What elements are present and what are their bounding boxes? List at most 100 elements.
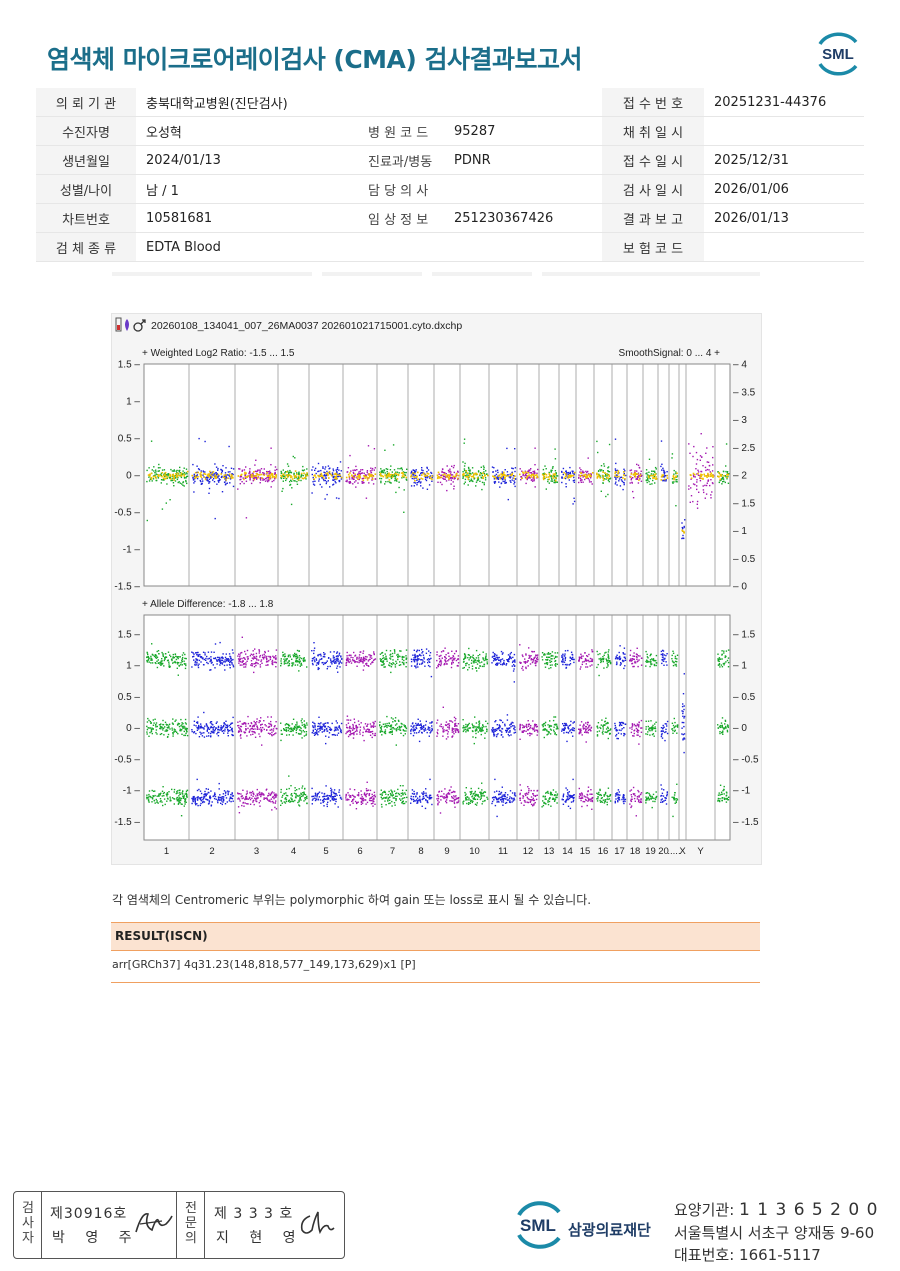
log2-point (158, 463, 160, 466)
smooth-signal-point (357, 478, 359, 480)
allele-point (314, 797, 316, 799)
log2-point (326, 470, 328, 473)
smooth-signal-point (200, 476, 203, 478)
allele-point (473, 662, 475, 664)
log2-point (180, 476, 183, 479)
allele-point (295, 795, 297, 797)
log2-point (624, 470, 626, 472)
allele-point (149, 795, 152, 798)
allele-point (390, 724, 392, 727)
smooth-signal-point (584, 473, 587, 476)
allele-point (182, 796, 185, 799)
allele-point (429, 727, 431, 729)
allele-point (199, 655, 201, 658)
log2-point (480, 476, 482, 479)
allele-point (244, 650, 246, 653)
log2-point (483, 482, 485, 484)
smooth-signal-point (431, 475, 433, 477)
log2-point (645, 479, 647, 482)
smooth-signal-point (271, 476, 274, 479)
allele-point (364, 794, 367, 797)
allele-point (394, 666, 397, 668)
allele-point (267, 794, 270, 797)
allele-point (251, 663, 253, 665)
allele-point (303, 657, 305, 660)
log2-point (185, 480, 187, 483)
log2-point (218, 478, 220, 480)
allele-point (442, 796, 444, 798)
allele-point (237, 731, 240, 733)
smooth-signal-point (718, 471, 720, 474)
allele-point (199, 727, 201, 729)
allele-point (388, 802, 390, 805)
allele-point (323, 723, 325, 725)
smooth-signal-point (267, 475, 269, 477)
allele-point (220, 802, 222, 804)
log2-point (696, 485, 698, 487)
smooth-signal-point (426, 475, 429, 477)
log2-point (413, 481, 415, 484)
log2-point (482, 465, 485, 467)
log2-point (438, 473, 440, 475)
allele-point (313, 649, 315, 652)
allele-point (241, 657, 243, 660)
log2-point (580, 481, 582, 483)
smooth-signal-point (569, 476, 572, 478)
allele-point (453, 716, 456, 719)
allele-point (372, 799, 374, 801)
log2-point (162, 479, 164, 481)
log2-point (596, 440, 598, 443)
allele-point (436, 794, 439, 796)
log2-point (634, 475, 636, 478)
smooth-signal-point (440, 476, 443, 479)
log2-point (207, 480, 210, 482)
allele-point (436, 798, 438, 800)
allele-point (293, 655, 295, 658)
smooth-signal-point (417, 478, 419, 480)
allele-point (239, 729, 241, 731)
allele-point (326, 794, 329, 797)
allele-point (412, 726, 415, 728)
allele-point (249, 803, 252, 805)
log2-point (255, 459, 257, 461)
allele-point (346, 726, 348, 728)
smooth-signal-point (543, 476, 546, 479)
log2-point (165, 474, 167, 476)
allele-point (224, 723, 226, 725)
allele-point (200, 656, 202, 659)
allele-point (392, 718, 394, 720)
allele-point (272, 800, 274, 803)
allele-point (182, 795, 185, 797)
allele-point (417, 666, 419, 668)
allele-point (263, 720, 265, 722)
allele-point (208, 735, 210, 737)
smooth-signal-point (587, 474, 590, 476)
log2-point (696, 488, 698, 491)
right-tick-label: – -0.5 (733, 754, 759, 765)
allele-point (437, 665, 439, 668)
log2-point (547, 480, 549, 483)
log2-point (464, 478, 467, 481)
log2-point (614, 483, 617, 485)
allele-point (232, 652, 234, 654)
allele-point (452, 728, 455, 730)
allele-point (371, 736, 373, 739)
log2-point (339, 475, 342, 478)
smooth-signal-point (602, 471, 604, 473)
allele-point (453, 652, 456, 655)
log2-point (607, 479, 610, 482)
allele-point (425, 648, 428, 650)
allele-point (291, 727, 293, 730)
allele-point (184, 798, 186, 800)
allele-point (241, 723, 243, 725)
allele-point (260, 717, 262, 719)
log2-point (636, 478, 638, 480)
allele-point (354, 660, 356, 662)
log2-point (639, 478, 641, 480)
allele-point (252, 658, 255, 660)
allele-point (287, 655, 289, 658)
log2-point (470, 479, 472, 482)
smooth-signal-point (387, 475, 389, 477)
smooth-signal-point (416, 476, 418, 478)
allele-point (178, 798, 180, 800)
